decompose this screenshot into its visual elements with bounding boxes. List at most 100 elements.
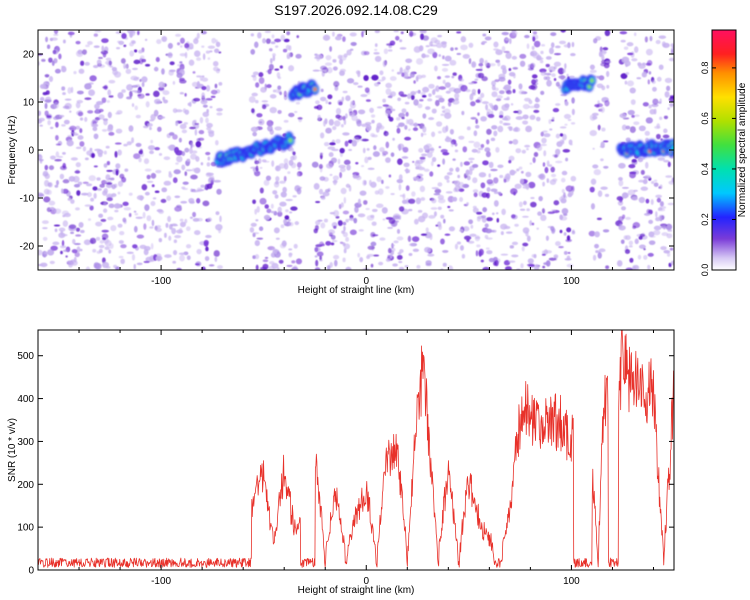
spectrogram-noise-cell [332,31,335,37]
spectrogram-noise-cell [643,254,648,260]
spectrogram-noise-cell [346,49,352,56]
spectrogram-noise-cell [500,231,504,236]
spectrogram-noise-cell [485,104,489,111]
spectrogram-noise-cell [70,157,78,161]
spectrogram-noise-cell [411,236,420,242]
spectrogram-noise-cell [277,211,283,217]
spectrogram-noise-cell [632,225,637,229]
spectrogram-noise-cell [429,41,433,47]
spectrogram-noise-cell [39,124,43,127]
spectrogram-noise-cell [519,53,527,59]
spectrogram-noise-cell [176,267,182,270]
spectrogram-noise-cell [449,59,457,66]
spectrogram-noise-cell [422,126,427,133]
spectrogram-noise-cell [638,236,643,240]
spectrogram-noise-cell [589,114,596,121]
spectrogram-noise-cell [599,145,605,149]
spectrogram-noise-cell [286,31,291,36]
spectrogram-noise-cell [207,156,211,161]
spectrogram-noise-cell [143,125,149,129]
spectrogram-noise-cell [254,208,258,215]
spectrogram-noise-cell [392,244,395,247]
spectrogram-noise-cell [659,184,663,190]
spectrogram-noise-cell [73,183,81,188]
spectrogram-noise-cell [126,84,134,91]
spectrogram-noise-cell [455,167,460,173]
spectrogram-noise-cell [106,169,113,172]
spectrogram-noise-cell [325,240,332,246]
spectrogram-noise-cell [118,240,124,245]
spectrogram-noise-cell [543,249,548,255]
spectrogram-noise-cell [471,88,477,95]
spectrogram-noise-cell [480,92,485,99]
spectrogram-noise-cell [181,164,186,171]
spectrogram-noise-cell [624,80,628,85]
spectrogram-noise-cell [181,151,186,157]
spectrogram-noise-cell [354,206,359,213]
spectrogram-ytick-label-1: -10 [20,194,35,205]
spectrogram-noise-cell [398,122,405,127]
spectrogram-noise-cell [429,233,433,241]
spectrogram-noise-cell [338,164,346,169]
spectrogram-noise-cell [215,211,220,216]
spectrogram-noise-cell [627,109,635,116]
spectrogram-noise-cell [646,209,651,214]
spectrogram-noise-cell [205,117,209,124]
spectrogram-noise-cell [472,207,479,213]
spectrogram-noise-cell [46,44,51,49]
spectrogram-noise-cell [54,68,61,74]
spectrogram-noise-cell [171,227,177,235]
spectrogram-noise-cell [215,139,219,146]
spectrogram-noise-cell [337,220,343,226]
spectrogram-noise-cell [566,235,571,241]
spectrogram-noise-cell [134,212,139,216]
spectrogram-noise-cell [437,194,444,200]
spectrogram-noise-cell [444,137,453,143]
spectrogram-noise-cell [423,168,430,172]
spectrogram-noise-cell [277,109,282,115]
spectrogram-noise-cell [668,262,672,268]
spectrogram-noise-cell [274,165,281,172]
spectrogram-noise-cell [382,218,386,221]
spectrogram-noise-cell [75,207,80,211]
spectrogram-noise-cell [98,56,103,59]
spectrogram-noise-cell [442,79,446,84]
spectrogram-noise-cell [167,215,172,223]
spectrogram-noise-cell [447,101,452,107]
spectrogram-noise-cell [198,129,205,135]
spectrogram-noise-cell [344,140,349,147]
spectrogram-noise-cell [370,114,376,118]
spectrogram-noise-cell [592,164,599,169]
spectrogram-noise-cell [512,30,518,36]
spectrogram-noise-cell [345,236,350,242]
spectrogram-noise-cell [44,110,49,117]
spectrogram-noise-cell [415,166,420,170]
spectrogram-noise-cell [290,206,298,211]
spectrogram-noise-cell [414,218,419,225]
spectrogram-noise-cell [630,99,636,105]
spectrogram-noise-cell [520,263,524,269]
spectrogram-noise-cell [361,31,364,38]
spectrogram-noise-cell [513,127,521,133]
spectrogram-noise-cell [596,217,602,221]
spectrogram-noise-cell [488,257,495,263]
spectrogram-noise-cell [120,58,126,64]
spectrogram-noise-cell [342,257,346,263]
spectrogram-noise-cell [274,126,282,131]
spectrogram-noise-cell [116,110,123,115]
spectrogram-noise-cell [113,264,118,269]
spectrogram-noise-cell [392,137,395,141]
spectrogram-noise-cell [139,148,143,155]
spectrogram-noise-cell [398,91,404,96]
spectrogram-noise-cell [398,261,403,264]
spectrogram-noise-cell [367,156,372,161]
spectrogram-noise-cell [55,143,61,146]
spectrogram-noise-cell [366,255,371,259]
spectrogram-noise-cell [531,74,538,79]
spectrogram-noise-cell [373,82,380,87]
spectrogram-noise-cell [157,126,162,132]
spectrogram-noise-cell [108,60,112,66]
spectrogram-noise-cell [662,42,670,48]
spectrogram-noise-cell [425,45,430,48]
spectrogram-noise-cell [545,63,550,68]
